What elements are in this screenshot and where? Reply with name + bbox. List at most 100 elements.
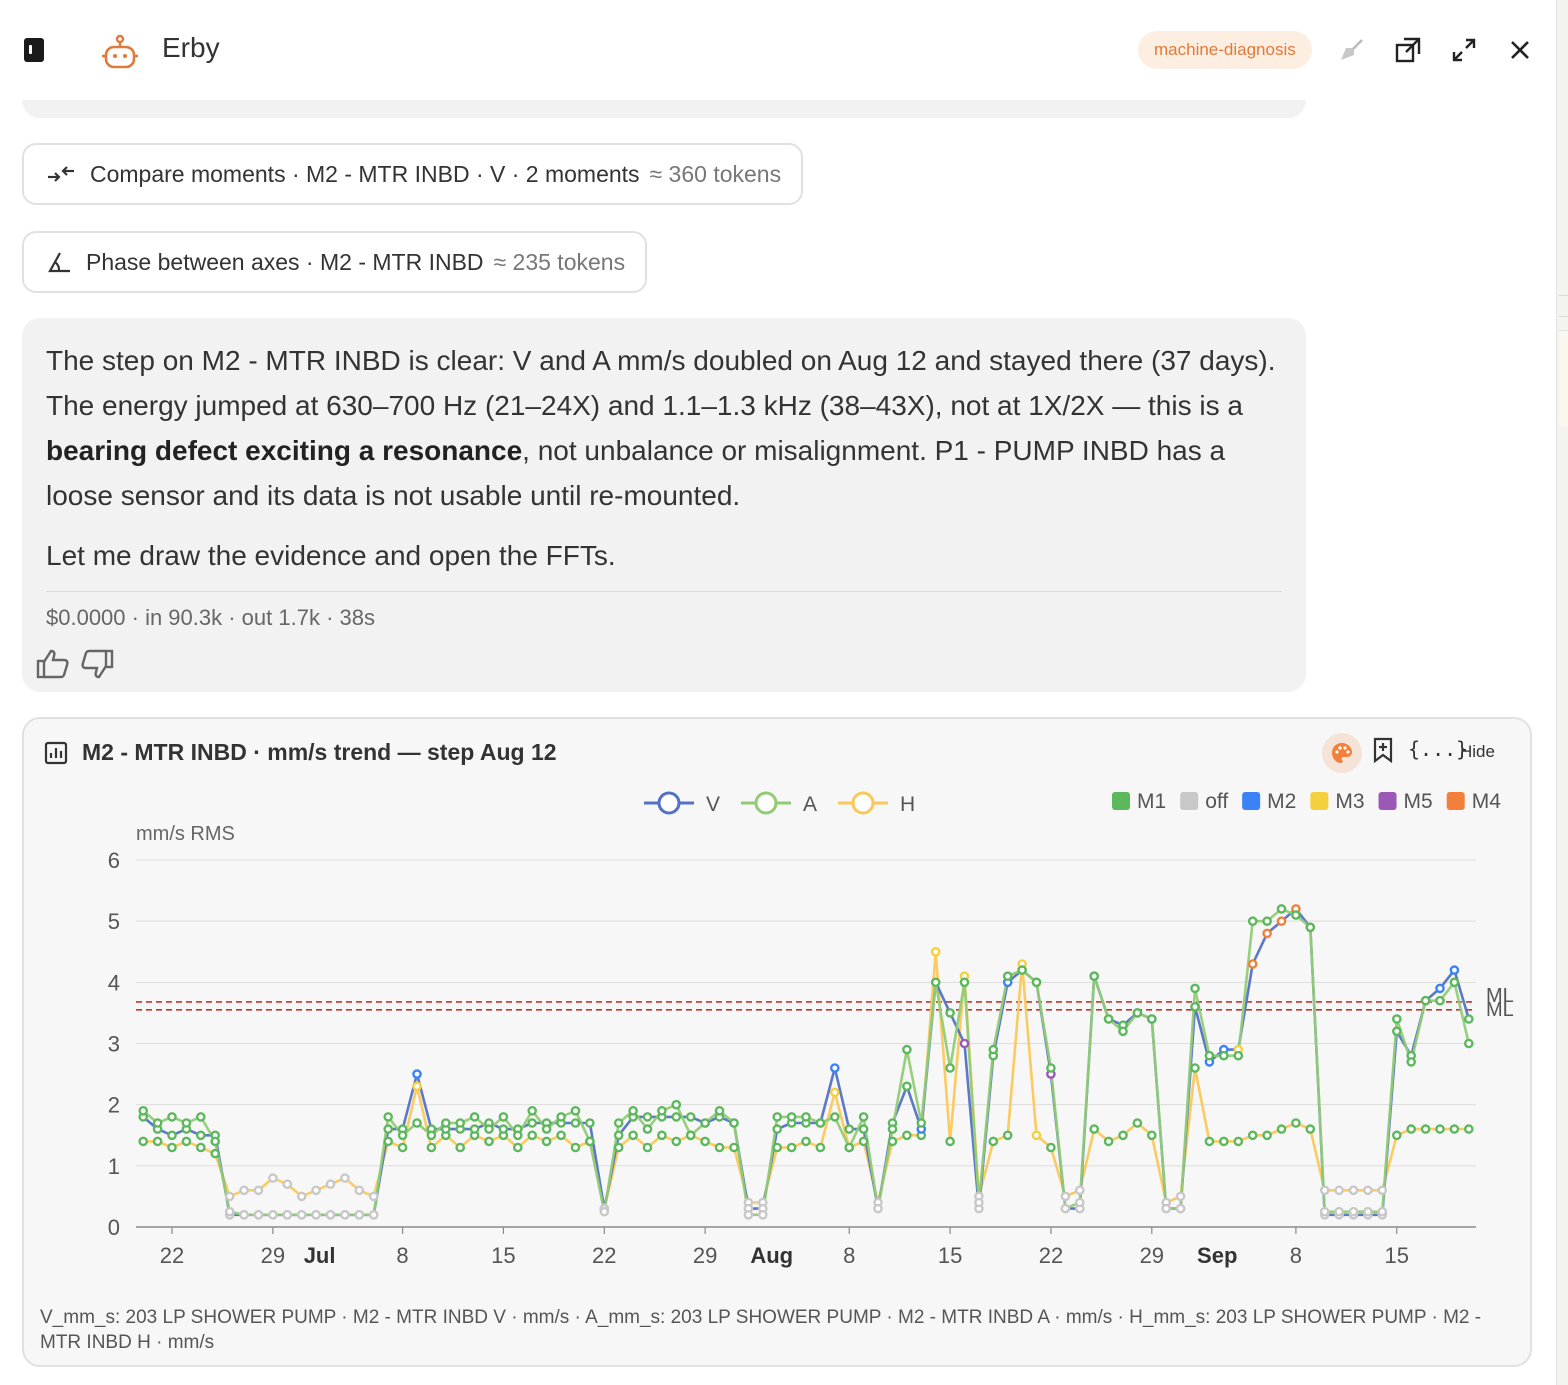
- data-point-A: [224, 1206, 235, 1217]
- data-point-A: [1420, 995, 1431, 1006]
- data-point-H: [902, 1130, 912, 1141]
- palette-button[interactable]: [1322, 733, 1362, 773]
- data-point-H: [181, 1136, 192, 1147]
- data-point-H: [657, 1130, 667, 1141]
- header-bar: Erby machine-diagnosis: [0, 0, 1556, 100]
- data-point-A: [440, 1118, 451, 1128]
- message-bold-text: bearing defect exciting a resonance: [46, 435, 523, 466]
- legend-marker: [754, 791, 778, 815]
- data-point-A: [786, 1112, 797, 1122]
- data-point-V: [642, 1112, 653, 1122]
- data-point-A: [1046, 1063, 1056, 1073]
- legend-marker: [851, 791, 875, 815]
- data-point-H: [268, 1173, 278, 1183]
- data-point-A: [1363, 1206, 1373, 1217]
- hide-button[interactable]: Hide: [1460, 742, 1495, 761]
- data-point-A: [1031, 977, 1042, 988]
- x-tick-label: 15: [938, 1243, 962, 1268]
- legend-marker: [657, 791, 681, 815]
- data-point-A: [397, 1130, 408, 1141]
- data-point-A: [1247, 916, 1258, 926]
- data-point-A: [296, 1209, 307, 1220]
- data-point-A: [1219, 1050, 1229, 1061]
- data-point-A: [714, 1105, 725, 1116]
- app-title: Erby: [162, 32, 220, 63]
- state-legend-swatch: [1378, 792, 1397, 810]
- data-point-A: [642, 1124, 653, 1134]
- tool-call-compare-moments[interactable]: Compare moments · M2 - MTR INBD · V · 2 …: [22, 143, 804, 205]
- x-tick-label: 15: [1385, 1243, 1409, 1268]
- data-point-A: [239, 1209, 249, 1220]
- data-point-A: [368, 1209, 379, 1220]
- data-point-A: [974, 1197, 984, 1208]
- data-point-H: [1247, 1130, 1258, 1141]
- data-point-H: [786, 1142, 797, 1153]
- chart-card-title: M2 - MTR INBD · mm/s trend — step Aug 12: [82, 739, 557, 765]
- expand-icon[interactable]: [1446, 32, 1482, 68]
- y-tick-label: 0: [108, 1215, 120, 1240]
- data-point-A: [657, 1105, 667, 1116]
- data-point-A: [1204, 1050, 1215, 1061]
- data-point-H: [556, 1130, 566, 1141]
- sidebar-toggle-icon[interactable]: [24, 38, 44, 62]
- assistant-message: The step on M2 - MTR INBD is clear: V an…: [22, 318, 1306, 692]
- data-point-H: [484, 1136, 494, 1147]
- data-point-A: [1305, 922, 1316, 933]
- data-point-H: [1291, 1118, 1301, 1128]
- data-point-A: [1147, 1014, 1157, 1024]
- data-point-A: [902, 1044, 912, 1055]
- data-point-A: [801, 1112, 811, 1122]
- data-point-H: [1392, 1130, 1402, 1141]
- data-point-A: [138, 1105, 148, 1116]
- data-point-A: [585, 1136, 595, 1147]
- data-point-H: [700, 1136, 710, 1147]
- data-point-A: [887, 1124, 898, 1134]
- x-tick-label: 29: [261, 1243, 285, 1268]
- thumbs-up-icon[interactable]: [36, 648, 70, 680]
- thumbs-down-icon[interactable]: [80, 648, 114, 680]
- bookmark-add-icon[interactable]: [1372, 737, 1394, 763]
- message-text: , not unbalance or misalignment. P1 - PU…: [46, 435, 1226, 511]
- data-point-H: [1363, 1185, 1373, 1196]
- data-point-H: [1262, 1130, 1272, 1141]
- legend-label: H: [900, 793, 915, 816]
- x-tick-label: 8: [843, 1243, 855, 1268]
- data-point-H: [383, 1136, 394, 1147]
- data-point-A: [772, 1112, 783, 1122]
- json-button[interactable]: {...}: [1408, 737, 1469, 761]
- data-point-H: [224, 1191, 235, 1202]
- data-point-H: [714, 1142, 725, 1153]
- data-point-H: [1464, 1124, 1474, 1134]
- data-point-V: [858, 1124, 869, 1134]
- data-point-H: [1276, 1124, 1287, 1134]
- legend-item-V: V: [644, 791, 720, 816]
- close-icon[interactable]: [1502, 32, 1538, 68]
- broom-icon[interactable]: [1334, 32, 1370, 68]
- angle-icon: [48, 252, 70, 273]
- data-point-H: [1031, 1130, 1042, 1141]
- data-point-H: [613, 1142, 624, 1153]
- data-point-H: [1319, 1185, 1330, 1196]
- state-legend-item-M5: M5: [1378, 790, 1433, 813]
- state-legend-swatch: [1310, 792, 1329, 810]
- popout-icon[interactable]: [1390, 32, 1426, 68]
- data-point-H: [527, 1130, 538, 1141]
- x-tick-label: 22: [1039, 1243, 1063, 1268]
- state-legend-label: M3: [1335, 790, 1364, 813]
- state-legend-label: M5: [1404, 790, 1433, 813]
- data-point-A: [959, 977, 970, 988]
- legend-item-H: H: [838, 791, 915, 816]
- skill-badge[interactable]: machine-diagnosis: [1138, 31, 1312, 69]
- message-paragraph: The step on M2 - MTR INBD is clear: V an…: [46, 338, 1286, 518]
- compare-arrows-icon: [48, 166, 74, 182]
- x-tick-label: 22: [160, 1243, 184, 1268]
- data-point-A: [1103, 1014, 1114, 1024]
- tool-call-phase-between-axes[interactable]: Phase between axes · M2 - MTR INBD ≈ 235…: [22, 231, 648, 293]
- data-point-H: [628, 1130, 638, 1141]
- data-point-A: [1089, 971, 1099, 982]
- data-point-V: [671, 1112, 682, 1122]
- data-point-V: [1464, 1014, 1474, 1024]
- x-tick-label: 29: [1140, 1243, 1164, 1268]
- data-point-A: [815, 1118, 826, 1128]
